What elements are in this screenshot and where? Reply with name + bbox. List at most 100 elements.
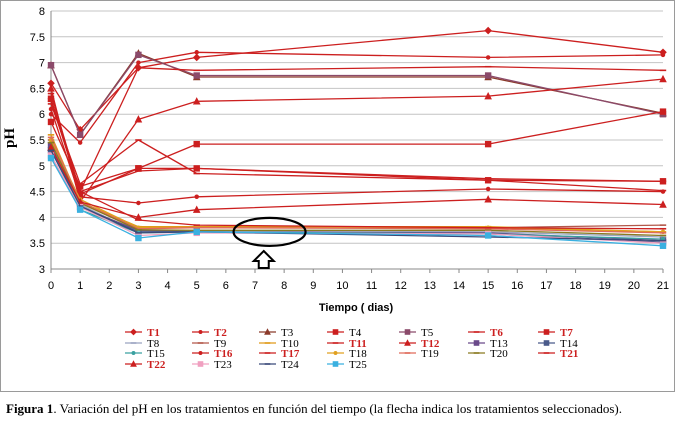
series-line [50, 147, 664, 219]
y-tick-label: 6.5 [30, 83, 45, 95]
figure-frame [0, 0, 675, 392]
legend-marker [404, 329, 411, 335]
legend-marker [404, 339, 411, 346]
series-line [50, 139, 664, 233]
legend-item-t5: T5 [399, 327, 434, 339]
data-point [135, 234, 142, 242]
x-tick-label: 11 [366, 280, 377, 292]
legend-label: T3 [281, 327, 294, 339]
data-point [660, 189, 666, 194]
x-tick-labels: 0 1 2 3 4 5 6 7 8 9 10 11 12 13 14 15 16 17 18 19 20 21 [48, 280, 669, 292]
legend-marker [131, 351, 136, 355]
y-tick-label: 3 [39, 264, 45, 276]
x-tick-label: 21 [657, 280, 669, 292]
caption-text: . Variación del pH en los tratamientos e… [53, 401, 622, 416]
legend-marker [543, 329, 550, 335]
data-point [47, 143, 55, 151]
y-tick-label: 8 [39, 6, 45, 18]
legend-item-t8: T8 [125, 338, 160, 350]
x-tick-label: 2 [106, 280, 112, 292]
data-point [484, 26, 492, 35]
data-point [76, 131, 84, 139]
data-point [484, 72, 492, 79]
data-point [48, 106, 54, 112]
data-point [76, 206, 84, 213]
series-line [50, 29, 664, 131]
data-point [136, 200, 141, 206]
selection-annotation [232, 216, 307, 269]
legend-label: T11 [349, 338, 367, 350]
data-point [193, 140, 200, 148]
series-t7 [47, 95, 667, 198]
legend-label: T7 [560, 327, 573, 339]
y-tick-labels: 3 3.5 4 4.5 5 5.5 6 6.5 7 7.5 8 [30, 6, 45, 276]
data-point [659, 108, 667, 115]
data-point [76, 125, 84, 134]
legend-marker [332, 361, 339, 367]
legend-item-t15: T15 [125, 348, 165, 360]
data-point [47, 118, 55, 126]
series-t19 [47, 136, 667, 234]
data-point [484, 140, 492, 148]
data-point [192, 53, 201, 62]
data-point [47, 154, 55, 162]
data-point [47, 84, 55, 92]
series-t2 [48, 50, 666, 145]
legend-label: T25 [349, 359, 367, 371]
series-t6 [47, 65, 667, 193]
legend-marker [332, 329, 339, 335]
data-point [47, 95, 55, 102]
series-t22 [47, 143, 667, 221]
legend-label: T14 [560, 338, 578, 350]
series-t9 [47, 139, 667, 229]
data-point [192, 97, 201, 105]
legend-item-t4: T4 [327, 327, 362, 339]
y-axis-label: pH [2, 128, 18, 148]
series-line [50, 101, 664, 230]
legend-marker [333, 351, 338, 355]
x-tick-label: 17 [540, 280, 552, 292]
x-tick-label: 14 [453, 280, 465, 292]
legend-item-t25: T25 [327, 359, 367, 371]
y-tick-label: 6 [39, 109, 45, 121]
data-point [76, 183, 84, 190]
legend-item-t1: T1 [125, 327, 160, 339]
series-lines [47, 26, 667, 249]
data-point [47, 79, 55, 88]
data-point [484, 195, 492, 203]
data-point [194, 194, 199, 199]
selection-ellipse [232, 216, 307, 247]
data-point [659, 74, 667, 83]
x-tick-label: 8 [281, 280, 287, 292]
x-tick-label: 10 [336, 280, 348, 292]
x-tick-label: 13 [424, 280, 436, 292]
series-line [50, 108, 664, 204]
legend-label: T17 [281, 348, 300, 360]
legend-item-t17: T17 [259, 348, 300, 360]
legend-item-t3: T3 [259, 327, 294, 339]
data-point [192, 205, 201, 213]
series-line [50, 103, 664, 192]
legend-item-t10: T10 [259, 338, 299, 350]
series-line [50, 139, 664, 229]
series-t20 [47, 141, 667, 237]
x-tick-label: 0 [48, 280, 54, 292]
legend-item-t21: T21 [538, 348, 578, 360]
legend-label: T16 [214, 348, 233, 360]
x-tick-label: 3 [135, 280, 141, 292]
legend-item-t24: T24 [259, 359, 299, 371]
data-point [193, 72, 200, 79]
series-t4 [47, 118, 667, 190]
x-tick-label: 7 [252, 280, 258, 292]
legend-label: T20 [490, 348, 508, 360]
data-point [193, 228, 200, 236]
legend-item-t18: T18 [327, 348, 367, 360]
x-tick-label: 5 [194, 280, 200, 292]
legend-label: T23 [214, 359, 232, 371]
caption-label: Figura 1 [6, 401, 54, 416]
series-line [50, 142, 664, 237]
series-t11 [47, 103, 667, 192]
legend-label: T8 [147, 338, 160, 350]
legend-item-t14: T14 [538, 338, 578, 350]
data-point [47, 61, 55, 69]
